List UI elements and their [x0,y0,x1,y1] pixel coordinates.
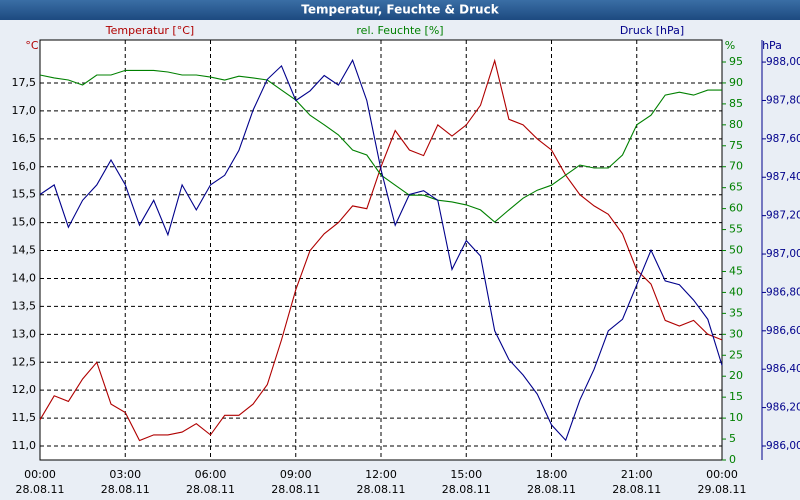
y-tick-label: 14,5 [12,244,37,257]
y-tick-label: 17,5 [12,76,37,89]
legend-label: Temperatur [°C] [105,24,194,37]
y2-tick-label: 35 [729,306,743,319]
x-tick-label: 03:00 [109,468,141,481]
y3-tick-label: 986,40 [766,363,800,375]
legend-label: rel. Feuchte [%] [356,24,443,37]
y2-tick-label: 90 [729,76,743,89]
x-tick-label: 21:00 [621,468,653,481]
y3-unit: hPa [762,39,782,52]
y2-unit: % [725,39,735,52]
x-tick-label: 15:00 [450,468,482,481]
y3-tick-label: 987,40 [766,171,800,183]
y3-tick-label: 987,00 [766,248,800,260]
y3-tick-label: 987,60 [766,133,800,145]
y3-tick-label: 986,60 [766,325,800,337]
y-tick-label: 17,0 [12,104,37,117]
y2-tick-label: 45 [729,264,743,277]
y3-tick-label: 986,80 [766,286,800,298]
y2-tick-label: 95 [729,55,743,68]
y-tick-label: 16,5 [12,132,37,145]
y2-tick-label: 15 [729,390,743,403]
y2-tick-label: 30 [729,327,743,340]
x-tick-label: 18:00 [536,468,568,481]
y2-tick-label: 75 [729,139,743,152]
x-tick-label: 00:00 [24,468,56,481]
x-tick-date: 28.08.11 [357,483,406,496]
x-tick-date: 28.08.11 [442,483,491,496]
y2-tick-label: 80 [729,118,743,131]
y-tick-label: 16,0 [12,160,37,173]
x-tick-date: 28.08.11 [527,483,576,496]
y3-tick-label: 986,00 [766,440,800,452]
y2-tick-label: 70 [729,160,743,173]
y-tick-label: 15,5 [12,188,37,201]
title-bar [0,0,800,20]
y2-tick-label: 10 [729,411,743,424]
y3-tick-label: 986,20 [766,402,800,414]
x-tick-label: 06:00 [195,468,227,481]
x-tick-date: 29.08.11 [698,483,747,496]
x-tick-label: 12:00 [365,468,397,481]
y-tick-label: 12,0 [12,383,37,396]
y2-tick-label: 50 [729,244,743,257]
x-tick-date: 28.08.11 [101,483,150,496]
x-tick-label: 00:00 [706,468,738,481]
x-tick-label: 09:00 [280,468,312,481]
y-tick-label: 13,0 [12,327,37,340]
y3-tick-label: 988,00 [766,56,800,68]
y-tick-label: 15,0 [12,216,37,229]
x-tick-date: 28.08.11 [16,483,65,496]
y3-tick-label: 987,80 [766,94,800,106]
y-unit: °C [25,39,39,52]
y2-tick-label: 55 [729,223,743,236]
y2-tick-label: 5 [729,432,736,445]
legend-label: Druck [hPa] [620,24,684,37]
y-tick-label: 12,5 [12,355,37,368]
series-line [39,58,723,442]
y-tick-label: 11,5 [12,411,37,424]
series-line [39,58,723,442]
y2-tick-label: 60 [729,202,743,215]
y-tick-label: 11,0 [12,439,37,452]
y2-tick-label: 25 [729,348,743,361]
y2-tick-label: 0 [729,453,736,466]
chart-title: Temperatur, Feuchte & Druck [301,3,499,17]
series-line [39,69,722,223]
y2-tick-label: 85 [729,97,743,110]
y2-tick-label: 65 [729,181,743,194]
x-tick-date: 28.08.11 [612,483,661,496]
y2-tick-label: 40 [729,285,743,298]
y-tick-label: 14,0 [12,271,37,284]
y-tick-label: 13,5 [12,299,37,312]
y2-tick-label: 20 [729,369,743,382]
x-tick-date: 28.08.11 [271,483,320,496]
y3-tick-label: 987,20 [766,210,800,222]
x-tick-date: 28.08.11 [186,483,235,496]
